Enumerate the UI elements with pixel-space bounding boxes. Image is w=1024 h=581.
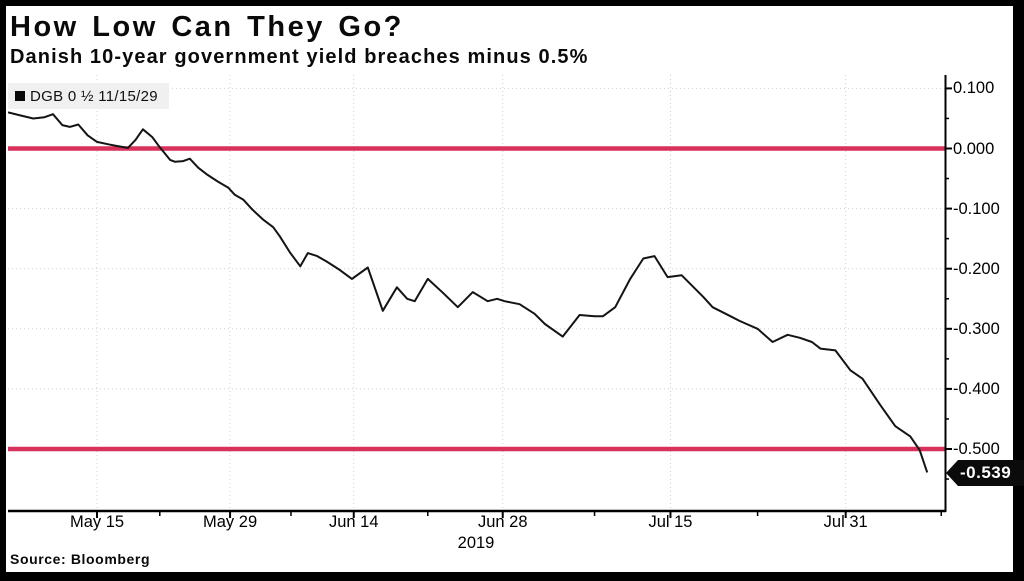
chart-canvas <box>6 6 1013 572</box>
chart-title: How Low Can They Go? <box>10 11 404 43</box>
badge-value: -0.539 <box>958 460 1024 486</box>
legend: DGB 0 ½ 11/15/29 <box>8 83 169 109</box>
legend-label: DGB 0 ½ 11/15/29 <box>30 87 158 105</box>
x-tick-label: Jun 14 <box>328 513 379 531</box>
year-label: 2019 <box>457 534 495 552</box>
plot-area <box>7 75 953 518</box>
plot-svg <box>7 75 952 518</box>
y-tick-label: -0.100 <box>953 199 1000 218</box>
x-tick-label: May 15 <box>69 513 125 531</box>
x-tick-label: Jul 31 <box>823 513 868 531</box>
x-tick-label: Jul 15 <box>648 513 693 531</box>
y-tick-label: 0.000 <box>953 139 995 158</box>
y-tick-label: -0.400 <box>953 379 1000 398</box>
series-line <box>7 111 929 473</box>
series-swatch-icon <box>15 91 25 101</box>
source-label: Source: Bloomberg <box>10 551 151 567</box>
y-tick-label: -0.500 <box>953 440 1000 458</box>
y-tick-label: -0.200 <box>953 259 1000 278</box>
last-value-badge: -0.539 <box>946 460 1024 486</box>
badge-arrow-icon <box>946 460 958 486</box>
y-tick-label: 0.100 <box>953 79 995 98</box>
chart-subtitle: Danish 10-year government yield breaches… <box>10 46 589 68</box>
x-tick-label: Jun 28 <box>477 513 528 531</box>
y-tick-label: -0.300 <box>953 319 1000 338</box>
x-tick-label: May 29 <box>203 513 258 531</box>
